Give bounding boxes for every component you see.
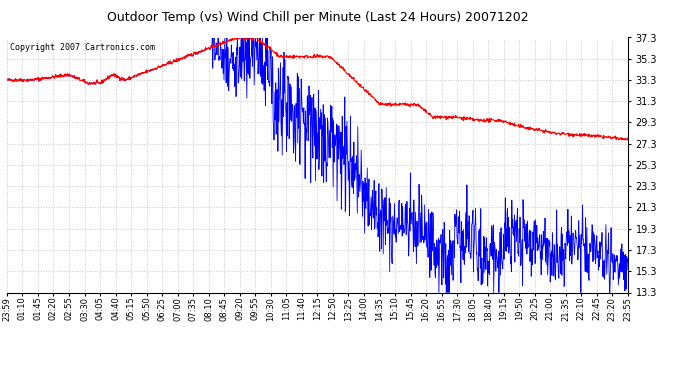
Text: Copyright 2007 Cartronics.com: Copyright 2007 Cartronics.com bbox=[10, 43, 155, 52]
Text: Outdoor Temp (vs) Wind Chill per Minute (Last 24 Hours) 20071202: Outdoor Temp (vs) Wind Chill per Minute … bbox=[106, 11, 529, 24]
